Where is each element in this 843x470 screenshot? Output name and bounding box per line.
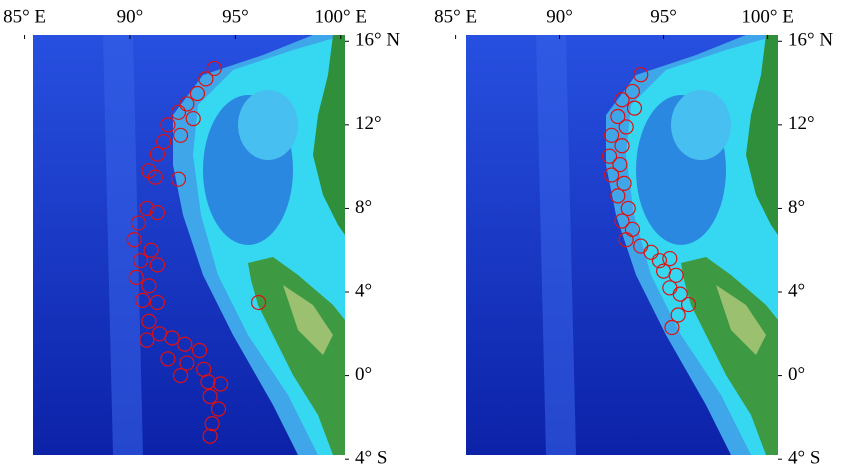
event-marker <box>250 294 267 311</box>
event-marker <box>191 342 208 359</box>
x-tick-label: 95° <box>650 6 677 27</box>
event-marker <box>616 175 632 191</box>
event-marker <box>651 253 668 269</box>
y-tick-label: 4° S <box>355 448 387 469</box>
event-marker <box>177 336 193 352</box>
event-marker <box>141 163 157 179</box>
event-marker <box>170 171 187 187</box>
x-tick-label: 95° <box>222 6 249 27</box>
y-tick-label: 8° <box>788 197 805 218</box>
map-panel: 85° E 90° 95° 100° E 16° N 12° 8° 4° 0° 4° S <box>434 6 833 468</box>
terrain <box>33 35 345 455</box>
event-marker <box>210 401 227 417</box>
map-panel: 85° E 90° 95° 100° E 16° N 12° 8° 4° 0° 4° S <box>3 6 400 468</box>
event-marker <box>172 367 189 384</box>
event-marker <box>172 127 189 143</box>
event-marker <box>143 242 159 258</box>
y-tick-label: 16° N <box>355 30 400 51</box>
event-marker <box>618 119 634 135</box>
event-marker <box>135 292 151 308</box>
event-marker <box>680 296 697 313</box>
event-marker <box>620 200 636 217</box>
event-marker <box>626 100 643 116</box>
event-marker <box>149 294 165 311</box>
y-tick-label: 12° <box>788 113 815 134</box>
event-marker <box>213 376 229 392</box>
event-marker <box>202 388 218 405</box>
event-marker <box>662 250 678 267</box>
event-marker <box>189 85 206 102</box>
event-marker <box>139 200 155 217</box>
event-marker <box>164 330 180 346</box>
event-marker <box>132 253 149 269</box>
event-marker <box>618 232 634 248</box>
event-marker <box>664 319 680 336</box>
x-tick-label: 85° E <box>3 6 46 27</box>
event-marker <box>202 428 218 444</box>
event-marker <box>128 269 144 285</box>
y-tick-label: 0° <box>788 364 805 385</box>
event-marker <box>156 133 172 150</box>
event-marker <box>603 127 620 143</box>
y-tick-label: 12° <box>355 113 382 134</box>
event-marker <box>179 96 195 112</box>
event-marker <box>670 307 686 323</box>
y-tick-label: 0° <box>355 364 372 385</box>
x-tick-label: 100° E <box>315 6 367 27</box>
event-marker <box>185 110 201 127</box>
event-marker <box>198 71 214 87</box>
event-marker <box>614 213 630 229</box>
event-marker <box>204 416 220 432</box>
x-tick-label: 85° E <box>434 6 477 27</box>
event-marker <box>160 117 176 133</box>
event-marker <box>614 138 630 154</box>
y-tick-label: 4° S <box>788 448 820 469</box>
y-tick-label: 8° <box>355 197 372 218</box>
event-marker <box>147 169 163 185</box>
y-tick-label: 4° <box>788 280 805 301</box>
x-tick-label: 90° <box>117 6 144 27</box>
y-tick-label: 16° N <box>788 30 833 51</box>
event-marker <box>139 332 155 348</box>
event-marker <box>601 148 618 164</box>
event-marker <box>130 215 147 231</box>
event-marker <box>633 67 649 83</box>
event-marker <box>149 257 165 273</box>
event-marker <box>149 146 165 162</box>
event-marker <box>603 167 620 183</box>
event-marker <box>160 351 176 367</box>
event-marker <box>624 83 641 100</box>
event-marker <box>149 205 165 221</box>
event-marker <box>612 156 628 173</box>
event-marker <box>672 286 688 302</box>
event-marker <box>610 108 626 125</box>
event-marker <box>170 104 187 120</box>
event-marker <box>126 232 142 248</box>
y-tick-label: 4° <box>355 280 372 301</box>
event-marker <box>200 374 216 390</box>
x-tick-label: 100° E <box>741 6 793 27</box>
event-marker <box>206 60 222 77</box>
event-marker <box>141 313 157 329</box>
event-marker <box>179 355 195 371</box>
event-marker <box>610 188 626 204</box>
x-tick-label: 90° <box>546 6 573 27</box>
event-marker <box>141 278 157 294</box>
event-marker <box>668 267 684 283</box>
event-marker <box>643 244 659 260</box>
event-marker <box>614 92 630 108</box>
